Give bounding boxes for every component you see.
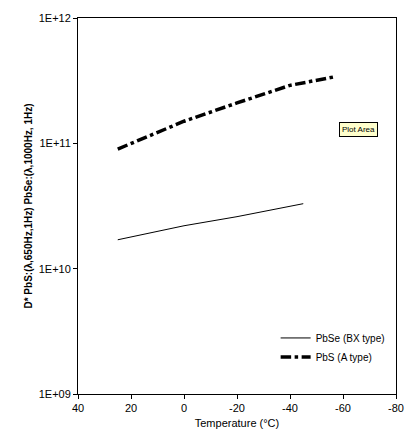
svg-text:1E+11: 1E+11 bbox=[39, 137, 70, 149]
svg-text:40: 40 bbox=[72, 402, 84, 414]
svg-text:-20: -20 bbox=[229, 402, 245, 414]
svg-text:1E+09: 1E+09 bbox=[39, 388, 71, 400]
svg-text:-40: -40 bbox=[282, 402, 298, 414]
svg-text:Temperature (°C): Temperature (°C) bbox=[195, 417, 279, 429]
svg-text:0: 0 bbox=[181, 402, 187, 414]
svg-text:-60: -60 bbox=[335, 402, 351, 414]
svg-text:PbSe (BX type): PbSe (BX type) bbox=[316, 333, 385, 344]
svg-text:PbS (A type): PbS (A type) bbox=[316, 352, 372, 363]
svg-text:20: 20 bbox=[125, 402, 137, 414]
svg-text:1E+12: 1E+12 bbox=[39, 12, 71, 24]
svg-text:D* PbS:(λ,650Hz,1Hz) PbSe:(λ,1: D* PbS:(λ,650Hz,1Hz) PbSe:(λ,1000Hz, 1Hz… bbox=[23, 103, 34, 308]
svg-text:Plot Area: Plot Area bbox=[342, 125, 375, 134]
svg-text:1E+10: 1E+10 bbox=[39, 263, 71, 275]
svg-text:-80: -80 bbox=[388, 402, 404, 414]
